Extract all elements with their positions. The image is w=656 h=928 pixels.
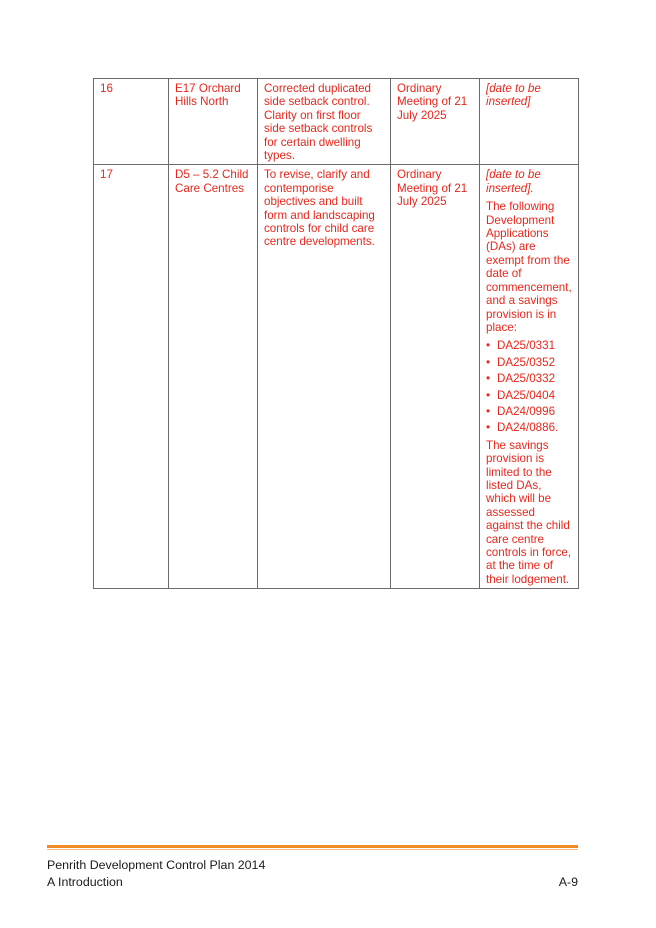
table-row: 17 D5 – 5.2 Child Care Centres To revise… [93, 164, 579, 590]
amendment-section: D5 – 5.2 Child Care Centres [168, 164, 258, 590]
amendment-number: 17 [93, 164, 169, 590]
list-item: DA25/0332 [486, 372, 573, 386]
amendment-description: To revise, clarify and contemporise obje… [257, 164, 391, 590]
page-number: A-9 [558, 874, 578, 889]
amendment-number: 16 [93, 77, 169, 166]
page-footer: Penrith Development Control Plan 2014 A … [47, 857, 578, 890]
footer-row: A Introduction A-9 [47, 874, 578, 891]
amendment-table: 16 E17 Orchard Hills North Corrected dup… [93, 77, 579, 590]
amendment-date-cell: [date to be inserted]. The following Dev… [479, 164, 579, 590]
document-title: Penrith Development Control Plan 2014 [47, 858, 266, 872]
amendment-date: [date to be inserted] [479, 77, 579, 166]
savings-note: The savings provision is limited to the … [486, 438, 572, 586]
section-name: A Introduction [47, 874, 123, 889]
footer-divider-shadow [47, 849, 578, 850]
list-item: DA25/0331 [486, 339, 573, 353]
list-item: DA24/0886. [486, 421, 573, 435]
table-row: 16 E17 Orchard Hills North Corrected dup… [93, 77, 579, 166]
amendment-meeting: Ordinary Meeting of 21 July 2025 [390, 77, 480, 166]
list-item: DA25/0404 [486, 389, 573, 403]
amendment-description: Corrected duplicated side setback contro… [257, 77, 391, 166]
list-item: DA24/0996 [486, 405, 573, 419]
amendment-table-container: 16 E17 Orchard Hills North Corrected dup… [93, 77, 579, 590]
amendment-date: [date to be inserted]. [486, 168, 541, 195]
list-item: DA25/0352 [486, 356, 573, 370]
amendment-section: E17 Orchard Hills North [168, 77, 258, 166]
exempt-intro: The following Development Applications (… [486, 200, 572, 334]
amendment-meeting: Ordinary Meeting of 21 July 2025 [390, 164, 480, 590]
da-list: DA25/0331 DA25/0352 DA25/0332 DA25/0404 … [486, 339, 573, 435]
footer-divider [47, 845, 578, 848]
